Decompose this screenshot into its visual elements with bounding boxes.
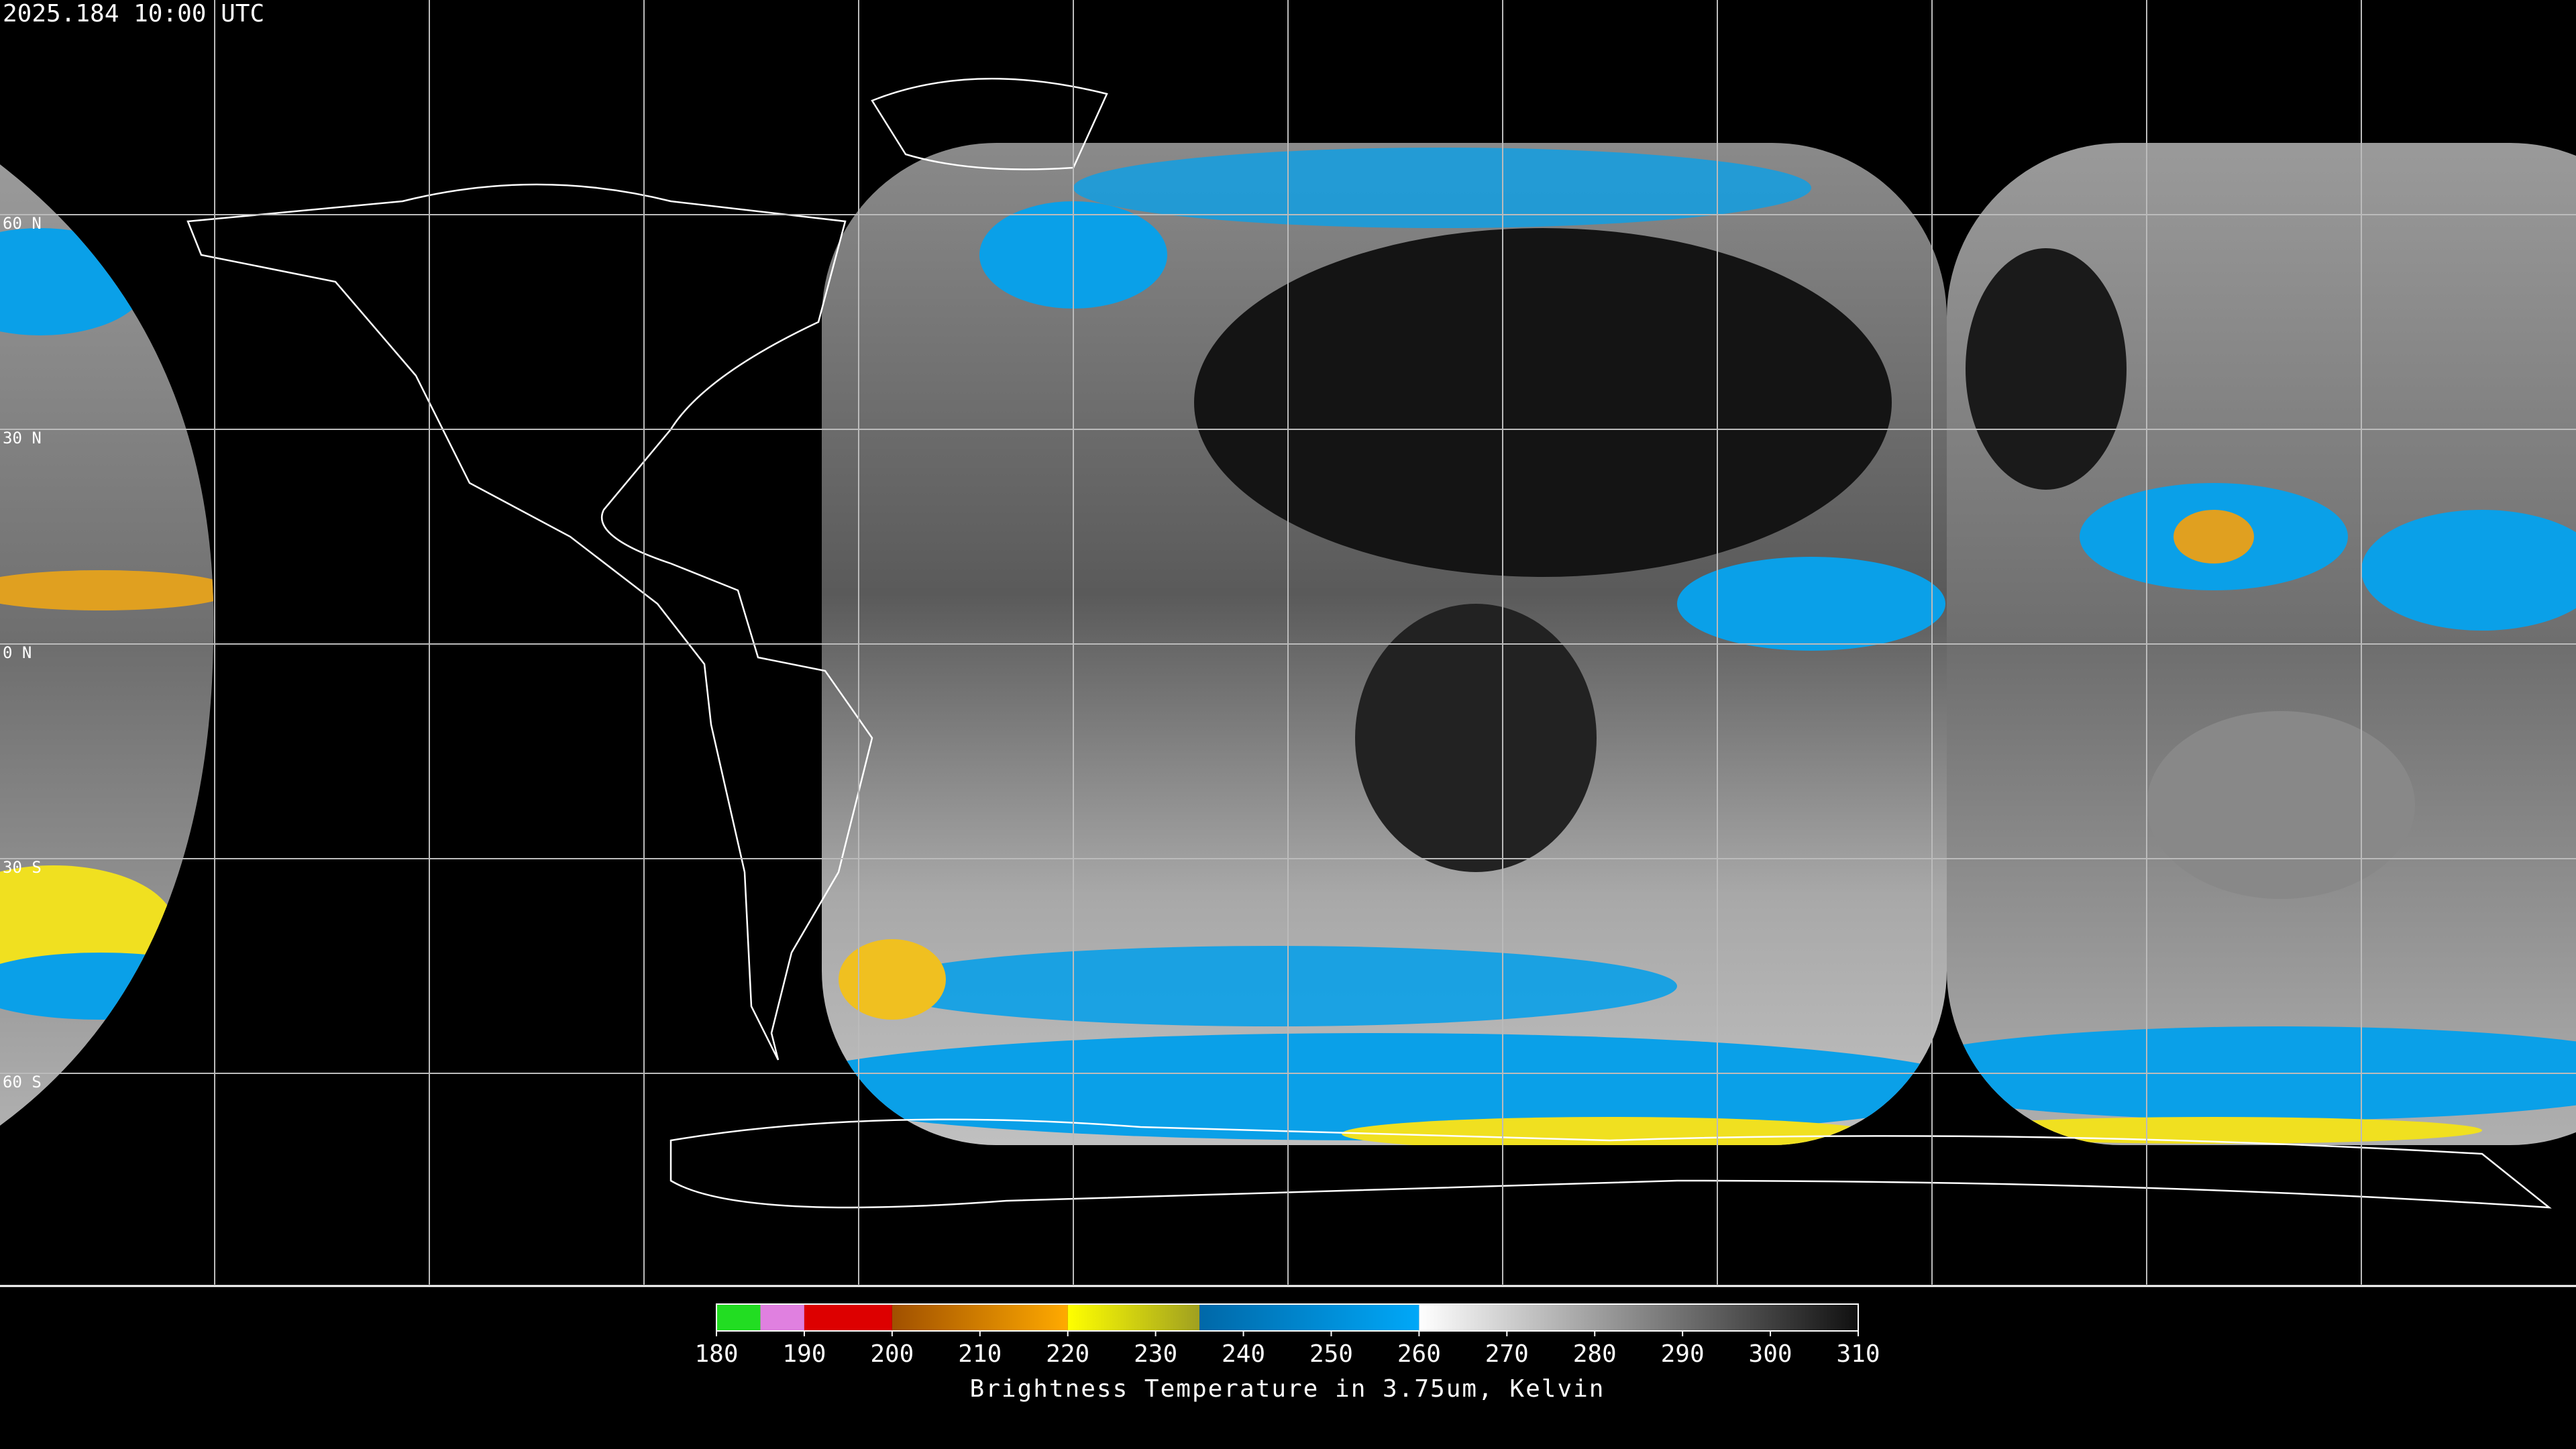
colorbar-tick-label: 190 bbox=[782, 1340, 826, 1368]
graticule bbox=[0, 0, 2576, 1287]
cloud bbox=[0, 570, 214, 610]
cloud bbox=[1073, 148, 1811, 228]
land bbox=[2147, 711, 2415, 899]
colorbar-tick-label: 240 bbox=[1222, 1340, 1265, 1368]
lat-labels: 60 N 30 N 0 N 30 S 60 S bbox=[3, 214, 42, 1091]
colorbar-tick-label: 310 bbox=[1836, 1340, 1880, 1368]
colorbar-segment bbox=[760, 1304, 804, 1331]
colorbar-tick-label: 180 bbox=[694, 1340, 738, 1368]
colorbar-segment bbox=[716, 1304, 761, 1331]
colorbar-tick-label: 200 bbox=[870, 1340, 914, 1368]
colorbar-tick-label: 230 bbox=[1134, 1340, 1177, 1368]
colorbar-segment bbox=[804, 1304, 892, 1331]
lat-label: 30 S bbox=[3, 858, 42, 877]
cloud bbox=[1677, 557, 1945, 651]
coastlines bbox=[186, 78, 2552, 1209]
colorbar-tick-label: 210 bbox=[958, 1340, 1002, 1368]
cloud bbox=[839, 939, 946, 1020]
lat-label: 30 N bbox=[3, 429, 42, 447]
cloud bbox=[2174, 510, 2254, 564]
cloud bbox=[2361, 510, 2576, 631]
colorbar-tick-label: 290 bbox=[1661, 1340, 1705, 1368]
colorbar-tick-label: 300 bbox=[1749, 1340, 1792, 1368]
lat-label: 60 S bbox=[3, 1073, 42, 1091]
colorbar-tick-label: 270 bbox=[1485, 1340, 1529, 1368]
colorbar-tick-label: 220 bbox=[1046, 1340, 1089, 1368]
lat-label: 60 N bbox=[3, 214, 42, 233]
cloud bbox=[872, 946, 1677, 1026]
colorbar-tick-label: 280 bbox=[1573, 1340, 1617, 1368]
cloud bbox=[1947, 1117, 2482, 1144]
land-dark bbox=[1966, 248, 2127, 490]
colorbar-title: Brightness Temperature in 3.75um, Kelvin bbox=[970, 1375, 1605, 1403]
colorbar-segment bbox=[892, 1304, 1068, 1331]
coastline bbox=[186, 183, 873, 1061]
timestamp: 2025.184 10:00 UTC bbox=[3, 0, 264, 28]
coastline bbox=[669, 1118, 2552, 1209]
coastline bbox=[871, 78, 1108, 170]
colorbar-segment bbox=[1067, 1304, 1200, 1331]
colorbar-segment bbox=[1419, 1304, 1858, 1331]
colorbar-tick-label: 250 bbox=[1309, 1340, 1353, 1368]
cloud bbox=[1342, 1117, 1878, 1145]
colorbar: 180 190 200 210 220 230 240 250 260 270 280 290 300 3… bbox=[694, 1303, 1880, 1368]
colorbar-segment bbox=[1199, 1304, 1419, 1331]
imagery-center bbox=[822, 143, 1947, 1145]
colorbar-frame bbox=[716, 1303, 1859, 1332]
colorbar-tick-label: 260 bbox=[1397, 1340, 1441, 1368]
lat-label: 0 N bbox=[3, 643, 32, 662]
land-dark bbox=[1194, 228, 1892, 577]
land-dark bbox=[1355, 604, 1597, 872]
